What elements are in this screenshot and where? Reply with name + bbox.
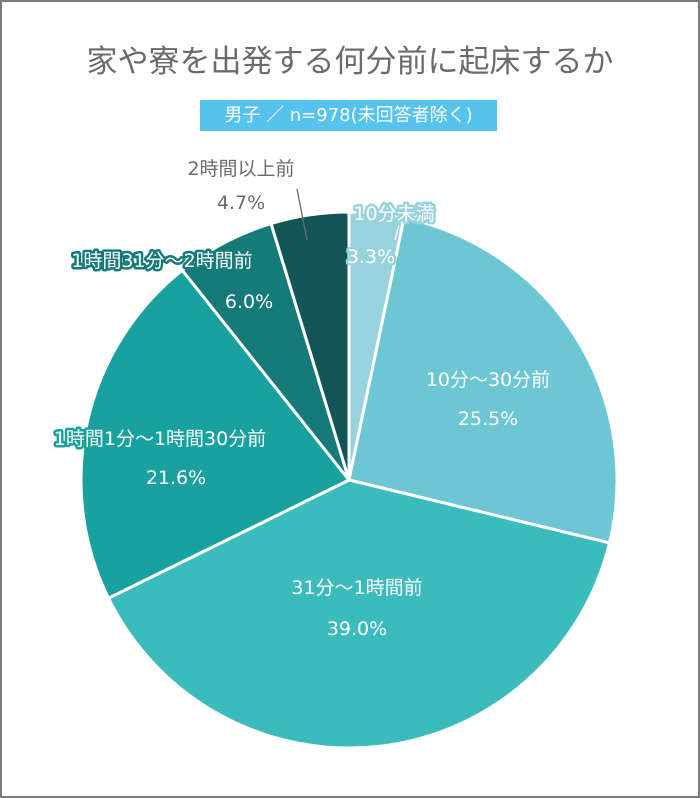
chart-title: 家や寮を出発する何分前に起床するか	[86, 44, 614, 80]
sample-badge: 男子 ／ n=978(未回答者除く)	[200, 100, 497, 131]
leader-line-under10	[394, 224, 400, 241]
label-10to30-pct: 25.5%	[458, 408, 518, 430]
label-2h-plus-pct: 4.7%	[217, 192, 265, 214]
leader-line-2h-plus	[296, 188, 308, 241]
label-31to60-name: 31分〜1時間前	[291, 577, 422, 599]
label-under10-pct: 3.3%	[347, 246, 395, 268]
pie-slice	[269, 210, 351, 482]
label-91to120-pct: 6.0%	[225, 291, 273, 313]
pie-slice	[79, 268, 351, 600]
label-10to30-name: 10分〜30分前	[426, 369, 550, 391]
label-under10-name: 10分未満	[353, 203, 434, 225]
label-2h-plus-name: 2時間以上前	[187, 158, 294, 180]
pie-slice	[347, 216, 619, 545]
label-31to60-pct: 39.0%	[327, 618, 387, 640]
label-61to90-pct: 21.6%	[146, 467, 206, 489]
pie-slices	[79, 210, 619, 750]
pie-slice	[106, 478, 612, 750]
label-61to90-name: 1時間1分〜1時間30分前	[54, 428, 266, 450]
label-91to120-name: 1時間31分〜2時間前	[71, 250, 252, 272]
